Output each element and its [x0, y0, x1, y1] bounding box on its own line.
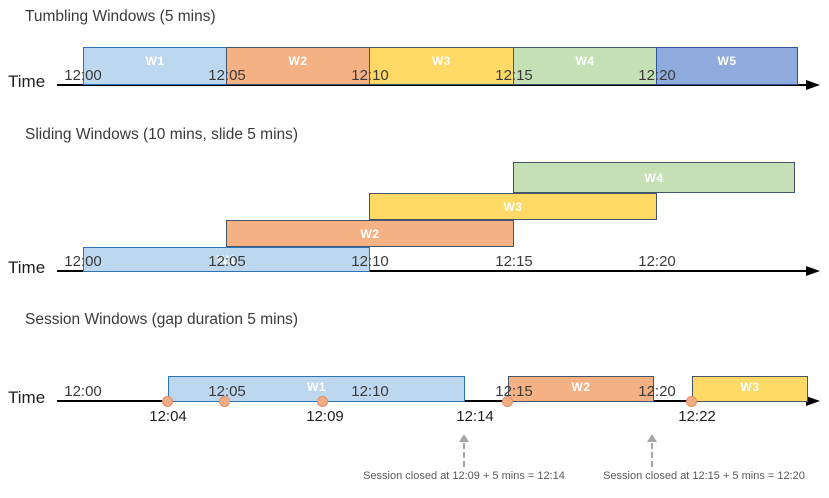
window-label: W1	[145, 54, 165, 68]
window-label: W1	[217, 252, 236, 267]
sliding-tick-1215: 12:15	[495, 253, 533, 270]
tumbling-time-axis-label: Time	[8, 72, 46, 91]
annotation-arrow-line	[463, 443, 465, 467]
close-time-1214: 12:14	[456, 408, 494, 425]
sliding-tick-1220: 12:20	[638, 253, 676, 270]
sliding-axis-line	[57, 270, 806, 272]
window-label: W1	[307, 380, 326, 394]
sliding-tick-1205: 12:05	[208, 253, 246, 270]
window-label: W4	[575, 54, 595, 68]
sliding-tick-1200: 12:00	[64, 253, 102, 270]
session-tick-1220: 12:20	[638, 383, 676, 400]
session-close-note-1: Session closed at 12:09 + 5 mins = 12:14	[363, 470, 565, 482]
tumbling-tick-1210: 12:10	[351, 67, 389, 84]
session-window-w2: W2	[508, 376, 654, 402]
window-label: W2	[288, 54, 308, 68]
tumbling-axis-line	[57, 84, 806, 86]
tumbling-window-w5: W5	[656, 47, 798, 85]
tumbling-axis-arrowhead-icon	[806, 80, 820, 90]
sliding-axis-arrowhead-icon	[806, 266, 820, 276]
tumbling-window-w4: W4	[513, 47, 657, 85]
tumbling-window-w3: W3	[369, 47, 514, 85]
sliding-title: Sliding Windows (10 mins, slide 5 mins)	[25, 126, 299, 143]
session-time-axis-label: Time	[8, 388, 46, 407]
session-tick-1215: 12:15	[495, 383, 533, 400]
event-time-1204: 12:04	[149, 408, 187, 425]
tumbling-tick-1220: 12:20	[638, 67, 676, 84]
event-dot	[502, 396, 513, 407]
tumbling-tick-1200: 12:00	[64, 67, 102, 84]
window-label: W2	[571, 380, 591, 394]
window-label: W3	[432, 54, 451, 68]
window-label: W2	[360, 226, 380, 241]
session-window-w1: W1	[168, 376, 465, 402]
window-label: W5	[717, 54, 737, 68]
event-dot	[219, 396, 230, 407]
tumbling-title: Tumbling Windows (5 mins)	[25, 8, 216, 25]
session-close-note-2: Session closed at 12:15 + 5 mins = 12:20	[603, 470, 805, 482]
session-tick-1200: 12:00	[64, 383, 102, 400]
sliding-window-w2: W2	[226, 220, 514, 247]
sliding-window-w1: W1	[83, 247, 370, 272]
session-title: Session Windows (gap duration 5 mins)	[25, 311, 299, 328]
tumbling-window-w2: W2	[226, 47, 370, 85]
session-window-w3: W3	[692, 376, 808, 402]
event-time-1209: 12:09	[306, 408, 344, 425]
tumbling-window-w1: W1	[83, 47, 227, 85]
window-label: W3	[740, 380, 760, 394]
sliding-window-w4: W4	[513, 162, 795, 193]
sliding-tick-1210: 12:10	[351, 253, 389, 270]
annotation-arrow-up-icon	[459, 434, 469, 442]
sliding-window-w3: W3	[369, 193, 657, 220]
event-dot	[317, 396, 328, 407]
session-tick-1205: 12:05	[208, 383, 246, 400]
event-time-1222: 12:22	[678, 408, 716, 425]
tumbling-tick-1205: 12:05	[208, 67, 246, 84]
sliding-time-axis-label: Time	[8, 258, 46, 277]
tumbling-tick-1215: 12:15	[495, 67, 533, 84]
session-axis-arrowhead-icon	[806, 396, 820, 406]
window-label: W3	[503, 199, 523, 214]
event-dot	[162, 396, 173, 407]
annotation-arrow-line	[651, 443, 653, 467]
event-dot	[686, 396, 697, 407]
window-label: W4	[644, 170, 664, 185]
annotation-arrow-up-icon	[647, 434, 657, 442]
session-tick-1210: 12:10	[351, 383, 389, 400]
